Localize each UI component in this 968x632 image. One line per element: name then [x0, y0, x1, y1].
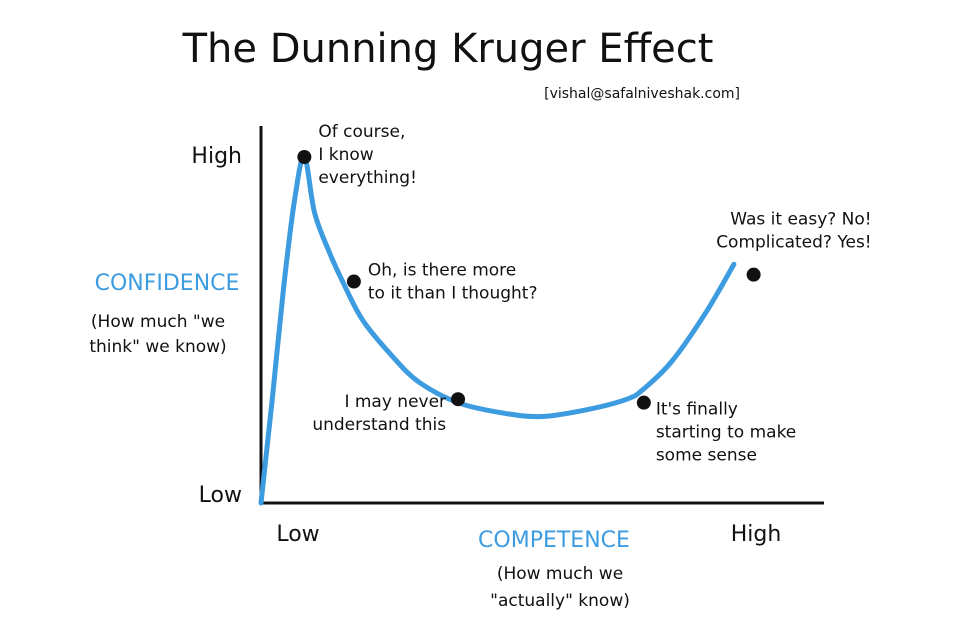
annotation-label: some sense: [656, 446, 757, 466]
annotation-point: [297, 150, 312, 164]
annotation-label: Complicated? Yes!: [716, 233, 871, 253]
annotation-label: Was it easy? No!: [730, 210, 871, 230]
annotation-label: starting to make: [656, 423, 796, 443]
y-axis-note-line: (How much "we: [91, 312, 225, 332]
x-tick-high: High: [731, 522, 782, 547]
annotation-label: Oh, is there more: [368, 261, 516, 281]
annotation-point: [746, 267, 761, 282]
x-axis-label: COMPETENCE: [478, 528, 630, 553]
annotation-point: [346, 274, 361, 289]
x-tick-low: Low: [276, 522, 319, 547]
y-axis-note-line: think" we know): [89, 337, 226, 357]
chart-title: The Dunning Kruger Effect: [182, 26, 714, 72]
x-axis-note-line: "actually" know): [490, 591, 630, 611]
chart-subtitle: [vishal@safalniveshak.com]: [544, 86, 740, 102]
annotation-label: to it than I thought?: [368, 284, 538, 304]
confidence-curve: [258, 154, 737, 506]
annotation-label: It's finally: [656, 400, 738, 420]
annotation-labels: Of course, I know everything! Oh, is there …: [312, 122, 871, 466]
annotation-point: [451, 392, 466, 407]
y-tick-high: High: [191, 144, 242, 169]
annotation-label: Of course,: [318, 122, 405, 142]
annotation-label: I know: [318, 145, 373, 165]
annotation-label: understand this: [312, 415, 446, 435]
annotation-point: [636, 395, 651, 410]
x-axis-note-line: (How much we: [497, 564, 623, 584]
y-tick-low: Low: [199, 483, 242, 508]
annotation-points: [297, 150, 761, 410]
y-axis-label: CONFIDENCE: [95, 271, 240, 296]
annotation-label: everything!: [318, 168, 417, 188]
annotation-label: I may never: [344, 392, 446, 412]
